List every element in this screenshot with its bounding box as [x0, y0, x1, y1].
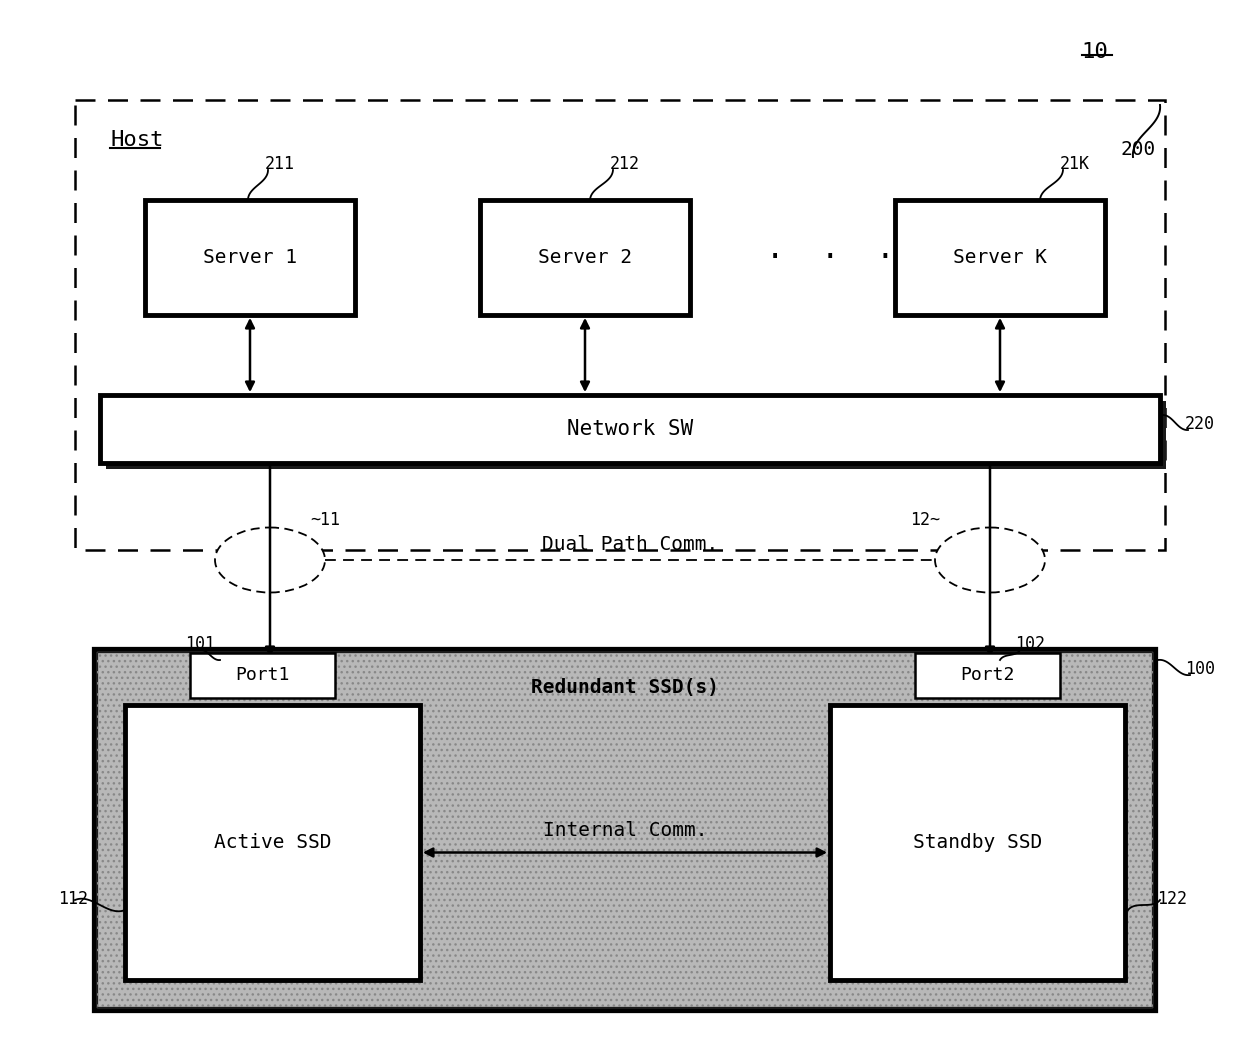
Text: Port1: Port1 [236, 666, 290, 685]
Text: 102: 102 [1016, 635, 1045, 652]
Text: Port2: Port2 [960, 666, 1014, 685]
Text: Host: Host [110, 130, 164, 150]
Text: 100: 100 [1185, 660, 1215, 678]
Text: Internal Comm.: Internal Comm. [543, 821, 707, 840]
Text: Network SW: Network SW [567, 419, 693, 438]
Text: Server 2: Server 2 [538, 248, 632, 267]
Text: 122: 122 [1157, 889, 1187, 908]
Bar [100, 395, 1159, 462]
Text: 101: 101 [185, 635, 215, 652]
Text: 212: 212 [610, 155, 640, 173]
Text: ~11: ~11 [310, 511, 340, 529]
Text: Active SSD: Active SSD [213, 833, 331, 852]
Bar [95, 650, 1154, 1010]
Bar [145, 200, 355, 315]
Text: 12~: 12~ [910, 511, 940, 529]
Bar [895, 200, 1105, 315]
Text: ·  ·  ·: · · · [765, 243, 894, 272]
Bar [105, 401, 1166, 469]
Bar [830, 705, 1125, 980]
Text: 112: 112 [58, 889, 88, 908]
Text: 21K: 21K [1060, 155, 1090, 173]
Bar [74, 100, 1166, 550]
Text: 10: 10 [1081, 42, 1109, 62]
Text: Server 1: Server 1 [203, 248, 298, 267]
Text: 220: 220 [1185, 416, 1215, 433]
Text: Redundant SSD(s): Redundant SSD(s) [531, 679, 719, 697]
Ellipse shape [935, 527, 1045, 593]
Bar [190, 652, 335, 698]
Text: Dual Path Comm.: Dual Path Comm. [542, 536, 718, 554]
Ellipse shape [215, 527, 325, 593]
Bar [480, 200, 689, 315]
Text: 211: 211 [265, 155, 295, 173]
Bar [915, 652, 1060, 698]
Bar [97, 652, 1153, 1009]
Text: Standby SSD: Standby SSD [913, 833, 1042, 852]
Bar [125, 705, 420, 980]
Text: 200: 200 [1120, 140, 1156, 159]
Text: Server K: Server K [954, 248, 1047, 267]
